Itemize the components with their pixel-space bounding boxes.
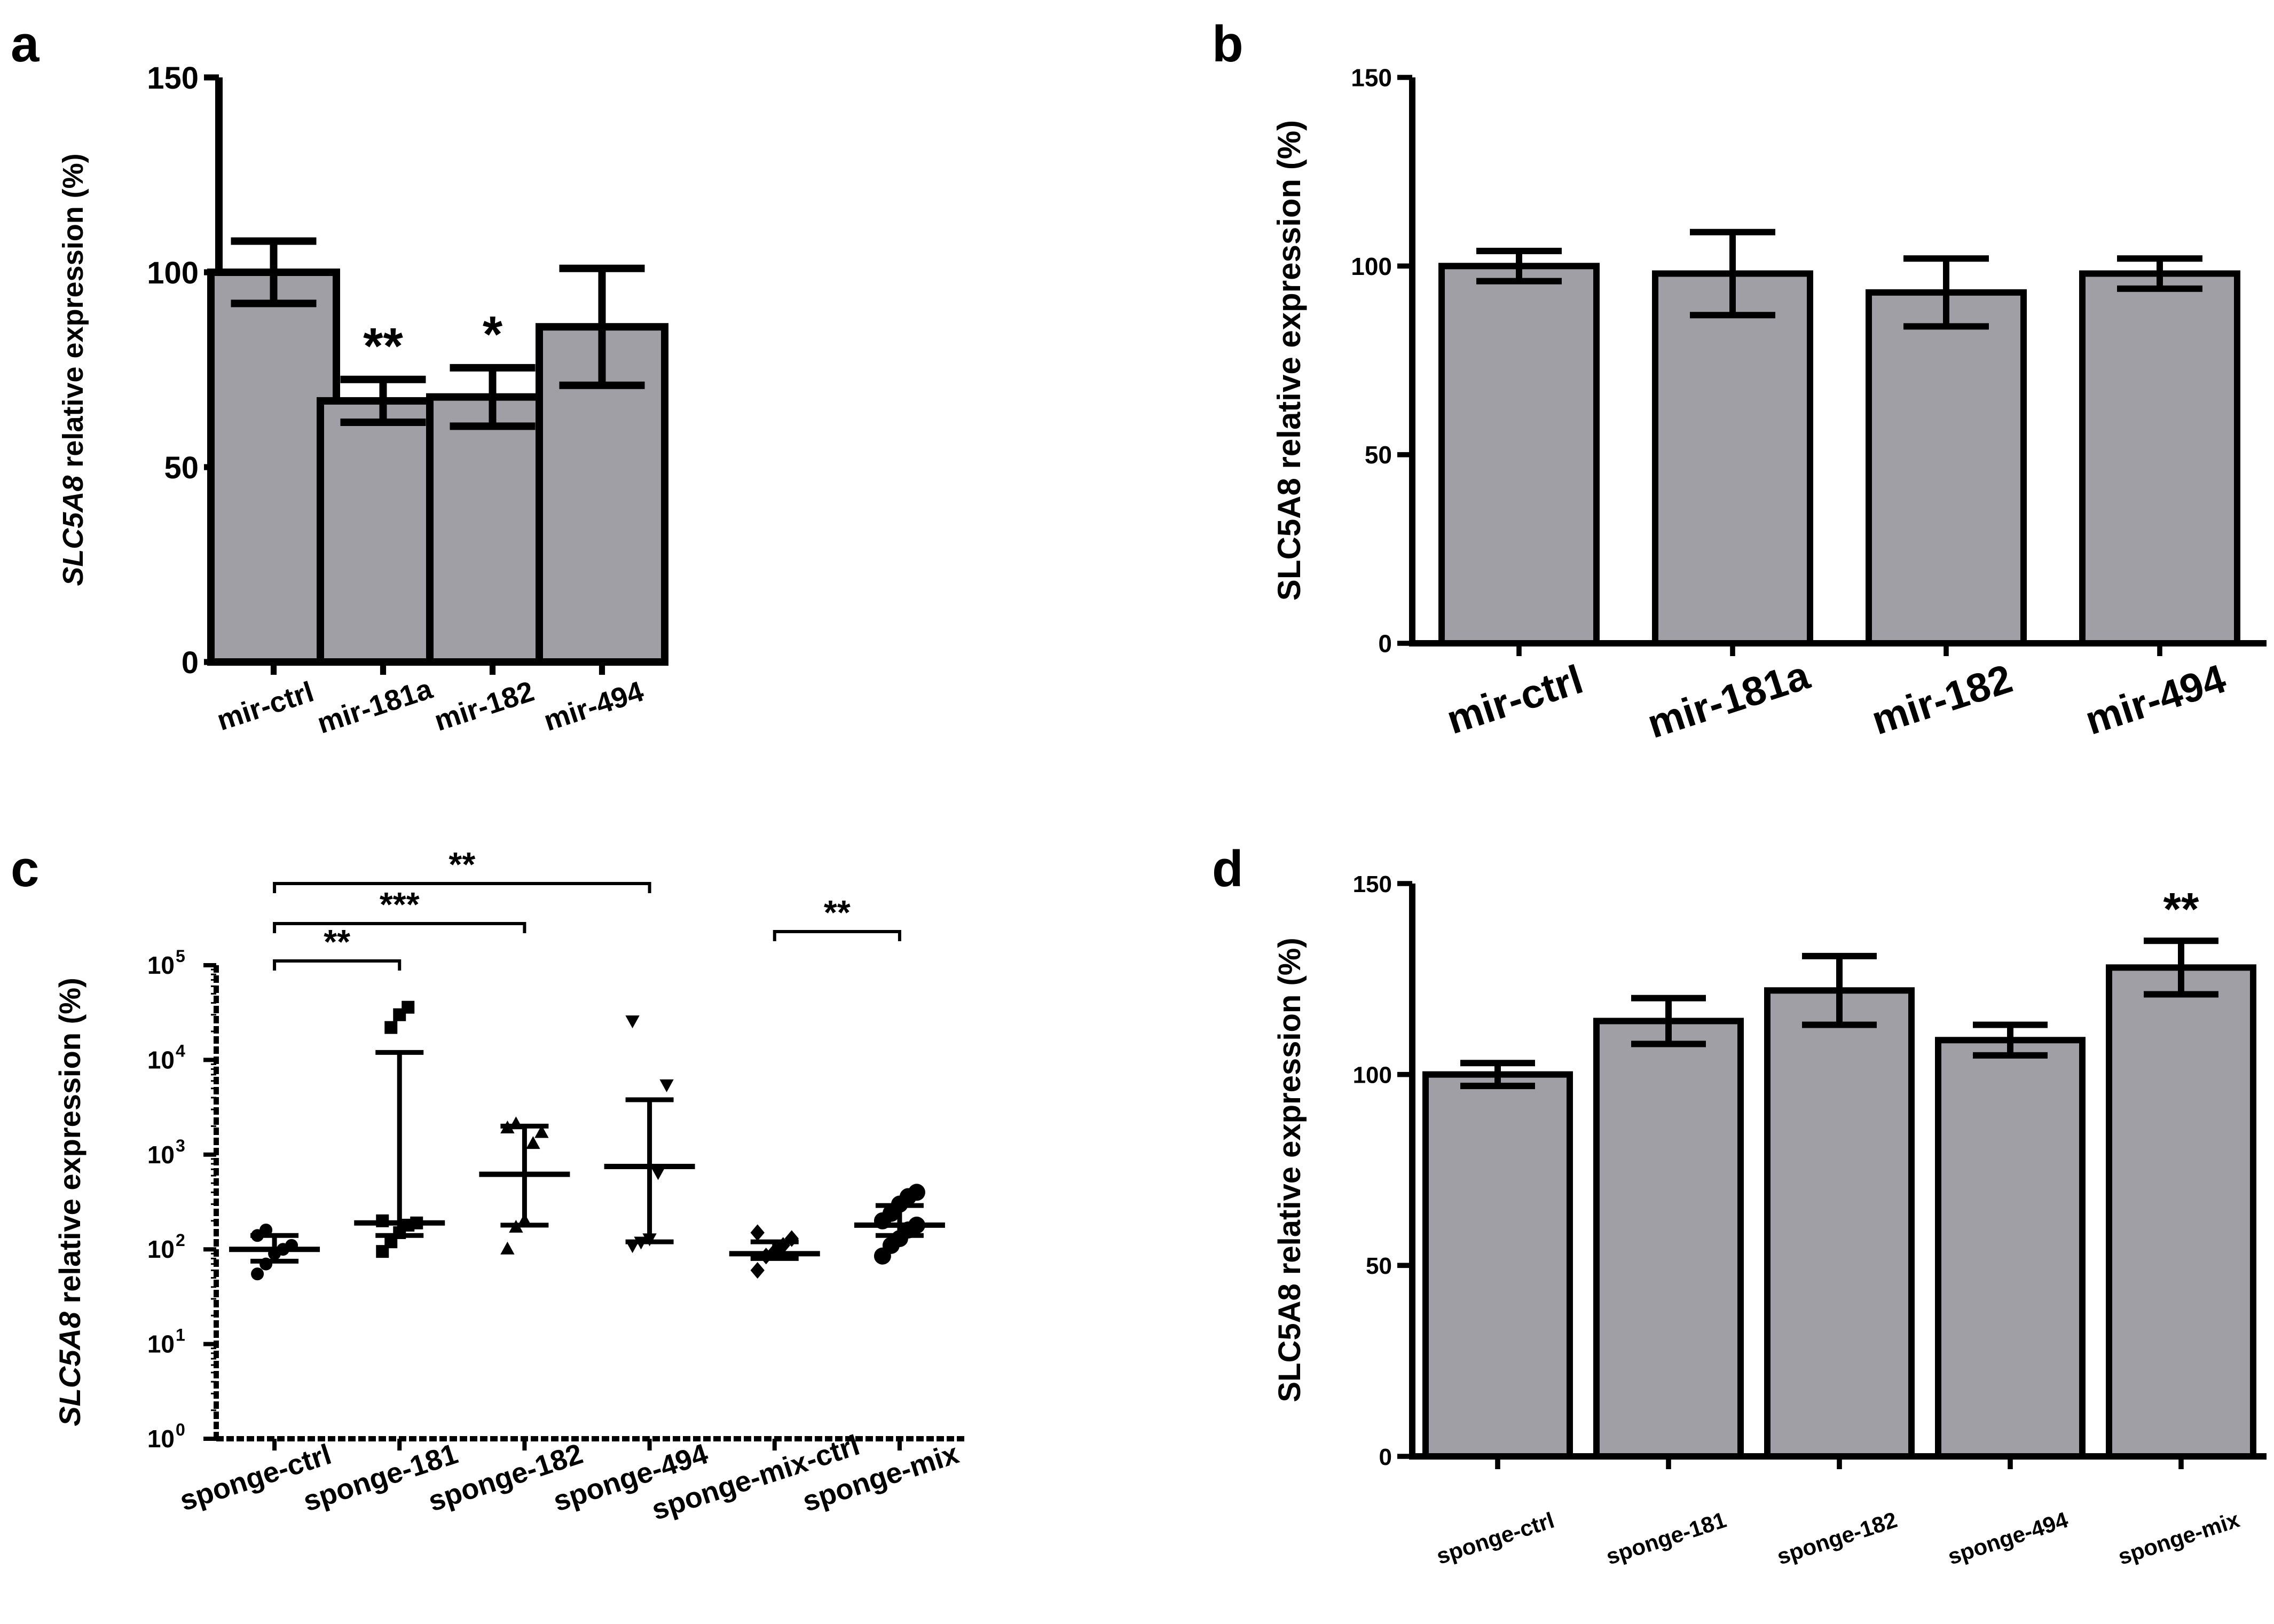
panel-letter: d [1212,840,1244,897]
y-tick-label: 100 [1351,253,1392,280]
y-tick-label: 50 [1366,1253,1392,1279]
bar [2106,964,2256,1460]
y-tick-label: 50 [1365,441,1392,469]
y-tick-label: 10 [147,1235,175,1263]
y-axis-title-text: SLC5A8 relative expression (%) [1272,937,1307,1402]
y-axis-title-text: relative expression (%) [57,153,89,475]
data-point [908,1184,925,1201]
panel-b: b 0 50 100 150 SLC5A8 relative expression (%)… [1212,15,2267,747]
bar [1422,1071,1573,1460]
significance-label: * [483,306,503,363]
y-tick-label: 100 [147,256,199,290]
y-axis-title-gene: SLC5A8 [53,1311,86,1426]
data-point [651,1167,665,1180]
y-tick-label: 100 [1353,1062,1392,1089]
x-tick-label: mir-181a [313,673,437,740]
significance-bracket [273,922,526,933]
bar [1935,1037,2086,1460]
x-tick-label: sponge-mix [2115,1507,2242,1570]
data-point [402,1000,415,1014]
y-axis-title: SLC5A8 relative expression (%) [57,153,89,586]
x-tick-label: mir-182 [1866,656,2017,744]
data-point [750,1224,765,1241]
y-tick-label: 0 [1379,1444,1392,1470]
y-tick-label: 0 [1378,630,1392,658]
data-point [659,1079,674,1092]
y-tick-label: 10 [147,951,175,979]
y-axis-title: SLC5A8 relative expression (%) [1271,120,1307,601]
significance-label: ** [448,845,475,884]
y-axis-title-text: relative expression (%) [53,977,86,1312]
data-point [251,1267,264,1281]
panel-a: a 0 50 100 150 SLC5A8 relative expression (%)… [11,15,668,740]
x-tick-label: mir-181a [1642,652,1815,747]
data-point [500,1241,515,1255]
panel-letter: c [11,840,39,897]
x-tick-label: mir-494 [2080,656,2231,744]
y-tick-label: 150 [1353,871,1392,897]
significance-label: ** [363,318,403,375]
panel-d: d 0 50 100 150 SLC5A8 relative expression (%)… [1212,840,2267,1570]
significance-label: ** [324,923,350,961]
y-tick-exponent: 2 [176,1231,185,1250]
y-axis-title: SLC5A8 relative expression (%) [53,977,86,1426]
bar [2079,270,2240,647]
x-tick-label: mir-ctrl [1441,657,1588,743]
data-point [534,1125,549,1138]
y-tick-label: 10 [147,1046,175,1074]
x-tick-label: sponge-181 [1603,1507,1729,1570]
significance-bracket [273,882,651,893]
significance-label: ** [824,893,851,932]
y-tick-label: 50 [164,451,199,485]
y-axis-title-gene: SLC5A8 [57,476,89,586]
data-point [526,1136,540,1149]
data-point [750,1262,765,1279]
y-tick-label: 10 [147,1425,175,1453]
y-tick-exponent: 0 [176,1420,185,1439]
y-axis-title: SLC5A8 relative expression (%) [1272,937,1307,1402]
x-tick-label: mir-182 [430,675,538,737]
y-tick-exponent: 1 [176,1326,185,1345]
data-point [384,1021,398,1034]
bar [1764,987,1915,1460]
significance-bracket [773,930,901,941]
y-tick-label: 0 [182,645,199,680]
panel-letter: b [1212,15,1244,73]
bar [1593,1018,1744,1460]
y-tick-label: 10 [147,1141,175,1169]
y-axis-title-text: SLC5A8 relative expression (%) [1271,120,1307,601]
x-tick-label: mir-494 [540,675,647,737]
significance-label: *** [380,885,420,924]
significance-label: ** [2163,884,2199,935]
significance-bracket [273,959,402,971]
x-tick-label: sponge-494 [1945,1507,2071,1570]
x-tick-label: sponge-ctrl [1434,1508,1557,1569]
panel-letter: a [11,15,40,73]
bar [1652,270,1813,647]
data-point [625,1015,640,1029]
y-tick-label: 10 [147,1330,175,1358]
bar [1866,289,2027,647]
x-tick-label: mir-ctrl [213,676,317,737]
y-tick-exponent: 4 [176,1041,185,1060]
y-tick-label: 150 [147,61,199,96]
bar [1438,263,1600,647]
y-tick-label: 150 [1351,64,1392,92]
y-tick-exponent: 3 [176,1136,185,1155]
x-tick-label: sponge-182 [1774,1507,1900,1570]
y-tick-exponent: 5 [176,947,185,966]
